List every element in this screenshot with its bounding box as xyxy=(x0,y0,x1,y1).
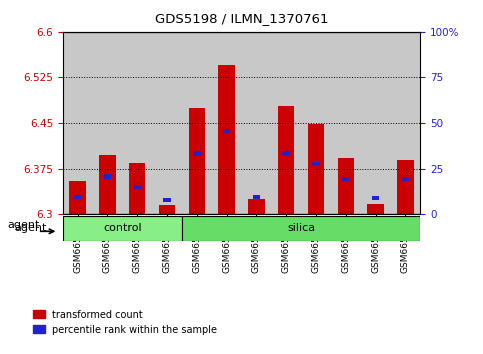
Bar xyxy=(212,32,242,214)
Bar xyxy=(308,124,324,214)
Bar xyxy=(99,155,115,214)
Bar xyxy=(331,32,361,214)
Bar xyxy=(63,32,93,214)
Bar xyxy=(182,216,420,241)
Bar xyxy=(122,32,152,214)
Bar xyxy=(93,32,122,214)
Text: GDS5198 / ILMN_1370761: GDS5198 / ILMN_1370761 xyxy=(155,12,328,25)
Bar xyxy=(104,175,111,179)
Bar xyxy=(342,177,349,181)
Bar xyxy=(368,205,384,214)
Bar xyxy=(63,216,182,241)
Bar xyxy=(313,162,320,166)
Bar xyxy=(248,199,265,214)
Text: agent: agent xyxy=(14,223,47,233)
Bar xyxy=(74,195,81,199)
Bar xyxy=(152,32,182,214)
Bar xyxy=(253,195,260,199)
Bar xyxy=(271,32,301,214)
Bar xyxy=(159,205,175,214)
Bar xyxy=(283,151,290,155)
Bar xyxy=(278,106,294,214)
Bar xyxy=(301,32,331,214)
Legend: transformed count, percentile rank within the sample: transformed count, percentile rank withi… xyxy=(29,306,221,338)
Bar xyxy=(189,108,205,214)
Bar xyxy=(338,158,354,214)
Bar xyxy=(361,32,390,214)
Bar xyxy=(223,129,230,133)
Text: silica: silica xyxy=(287,223,315,233)
Bar xyxy=(390,32,420,214)
Bar xyxy=(134,185,141,189)
Bar xyxy=(70,181,86,214)
Bar xyxy=(242,32,271,214)
Bar xyxy=(193,151,200,155)
Bar xyxy=(129,162,145,214)
Bar xyxy=(182,32,212,214)
Bar xyxy=(397,160,413,214)
Text: agent: agent xyxy=(7,220,40,230)
Bar xyxy=(372,196,379,200)
Bar xyxy=(218,65,235,214)
Bar xyxy=(163,198,170,202)
Text: control: control xyxy=(103,223,142,233)
Bar xyxy=(402,177,409,181)
